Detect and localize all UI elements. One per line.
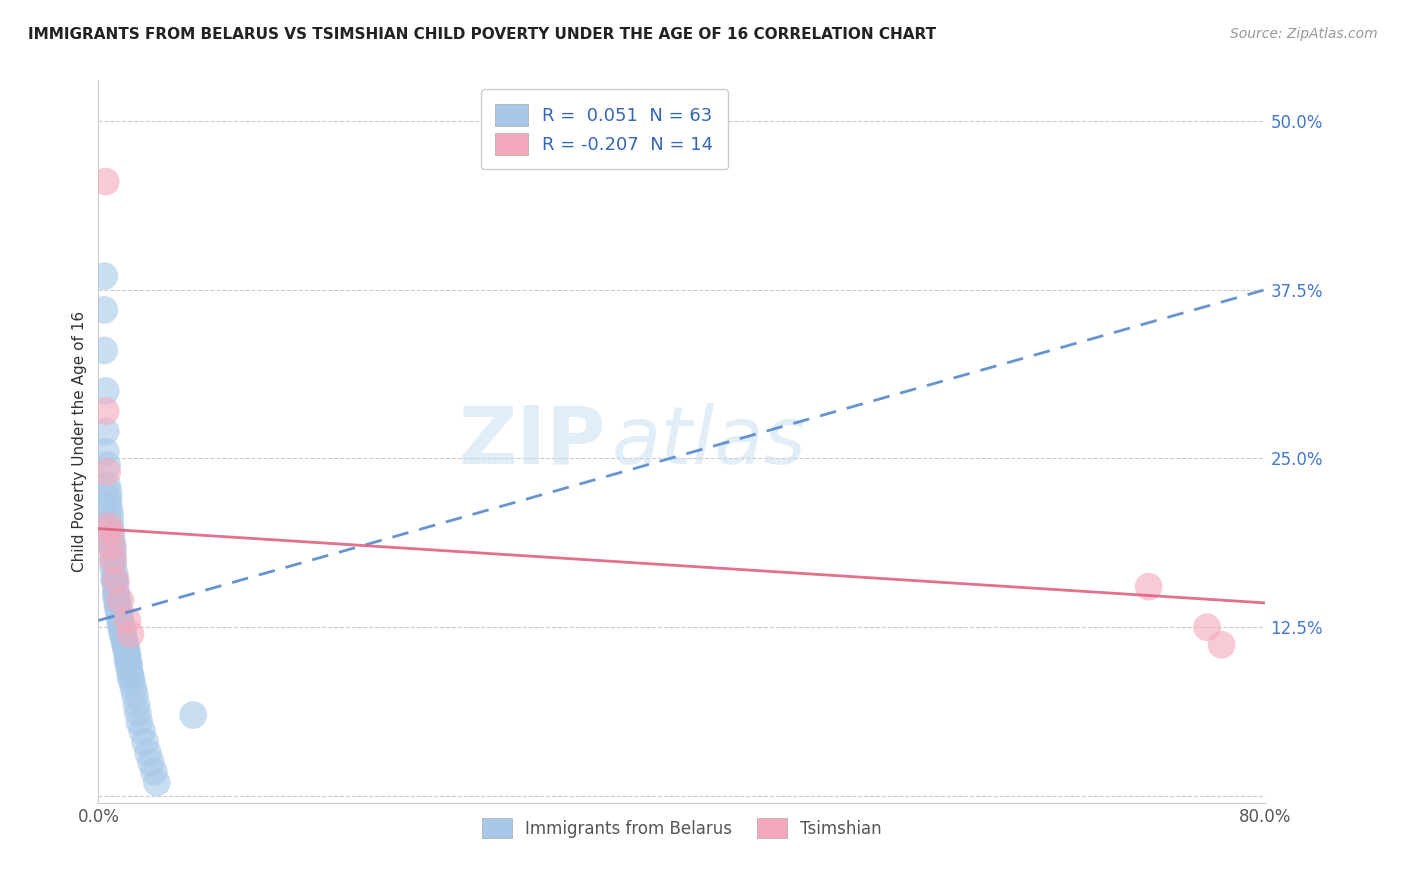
Point	[112, 630, 135, 644]
Point	[101, 552, 124, 566]
Point	[1137, 580, 1160, 594]
Point	[98, 505, 121, 519]
Point	[124, 688, 146, 702]
Point	[98, 519, 121, 533]
Point	[131, 724, 153, 739]
Point	[96, 478, 118, 492]
Point	[139, 756, 162, 770]
Point	[117, 614, 139, 628]
Point	[112, 627, 135, 641]
Point	[110, 609, 132, 624]
Point	[104, 589, 127, 603]
Point	[136, 746, 159, 760]
Point	[118, 657, 141, 671]
Point	[110, 616, 132, 631]
Point	[110, 593, 132, 607]
Point	[101, 559, 124, 574]
Point	[94, 425, 117, 439]
Point	[117, 649, 139, 664]
Point	[97, 499, 120, 513]
Point	[98, 525, 121, 540]
Point	[110, 614, 132, 628]
Point	[142, 764, 165, 779]
Point	[94, 444, 117, 458]
Point	[118, 661, 141, 675]
Point	[100, 525, 122, 540]
Point	[111, 620, 134, 634]
Y-axis label: Child Poverty Under the Age of 16: Child Poverty Under the Age of 16	[72, 311, 87, 572]
Point	[117, 654, 139, 668]
Point	[108, 602, 131, 616]
Point	[1211, 638, 1233, 652]
Point	[103, 573, 125, 587]
Point	[103, 566, 125, 581]
Point	[120, 667, 142, 681]
Point	[120, 670, 142, 684]
Point	[115, 640, 138, 655]
Point	[94, 175, 117, 189]
Point	[1195, 620, 1218, 634]
Point	[93, 302, 115, 317]
Point	[93, 269, 115, 284]
Point	[100, 539, 122, 553]
Point	[97, 491, 120, 506]
Point	[108, 607, 131, 621]
Point	[100, 533, 122, 547]
Point	[104, 580, 127, 594]
Text: atlas: atlas	[612, 402, 807, 481]
Point	[125, 697, 148, 711]
Point	[94, 404, 117, 418]
Point	[121, 674, 143, 689]
Point	[127, 706, 149, 720]
Point	[115, 643, 138, 657]
Point	[128, 714, 150, 729]
Point	[94, 384, 117, 398]
Point	[114, 636, 136, 650]
Point	[105, 599, 128, 614]
Point	[103, 573, 125, 587]
Point	[101, 546, 124, 560]
Point	[97, 519, 120, 533]
Point	[98, 512, 121, 526]
Point	[105, 596, 128, 610]
Point	[105, 593, 128, 607]
Point	[101, 552, 124, 566]
Point	[101, 539, 124, 553]
Text: ZIP: ZIP	[458, 402, 606, 481]
Point	[134, 735, 156, 749]
Point	[146, 775, 169, 789]
Point	[96, 465, 118, 479]
Point	[111, 624, 134, 639]
Point	[97, 485, 120, 500]
Text: Source: ZipAtlas.com: Source: ZipAtlas.com	[1230, 27, 1378, 41]
Point	[122, 681, 145, 695]
Point	[181, 708, 204, 723]
Legend: Immigrants from Belarus, Tsimshian: Immigrants from Belarus, Tsimshian	[475, 812, 889, 845]
Point	[93, 343, 115, 358]
Point	[104, 573, 127, 587]
Point	[114, 633, 136, 648]
Point	[96, 458, 118, 472]
Point	[120, 627, 142, 641]
Point	[104, 586, 127, 600]
Point	[100, 539, 122, 553]
Text: IMMIGRANTS FROM BELARUS VS TSIMSHIAN CHILD POVERTY UNDER THE AGE OF 16 CORRELATI: IMMIGRANTS FROM BELARUS VS TSIMSHIAN CHI…	[28, 27, 936, 42]
Point	[117, 647, 139, 661]
